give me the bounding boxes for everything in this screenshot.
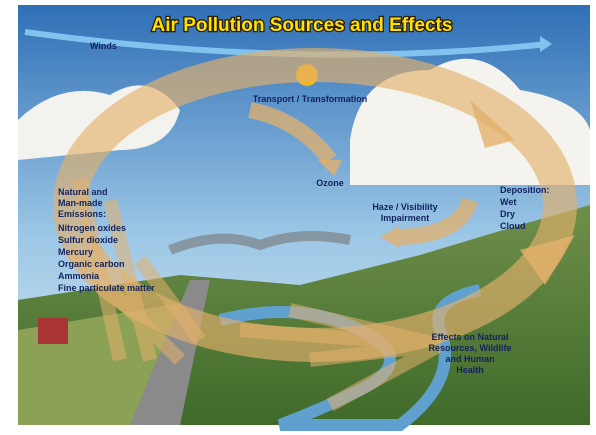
pollutant-label: Nitrogen oxides [58,223,126,233]
effects-label: and Human [445,354,494,364]
pollutant-label: Mercury [58,247,93,257]
pollutant-label: Sulfur dioxide [58,235,118,245]
emissions-label: Emissions: [58,209,106,219]
pollutant-label: Ammonia [58,271,100,281]
pollutant-label: Fine particulate matter [58,283,155,293]
title: Air Pollution Sources and Effects [152,15,453,36]
effects-label: Resources, Wildlife [429,343,512,353]
effects-label: Health [456,365,484,375]
emissions-label: Natural and [58,187,108,197]
deposition-label: Cloud [500,221,526,231]
page: {"title": "Air Pollution Sources and Eff… [0,0,596,435]
transport-label: Transport / Transformation [253,94,368,104]
diagram: Air Pollution Sources and Effects Winds … [0,0,596,435]
deposition-label: Wet [500,197,516,207]
deposition-label: Dry [500,209,515,219]
effects-label: Effects on Natural [431,332,508,342]
emissions-label: Man-made [58,198,103,208]
winds-label: Winds [90,41,117,51]
pollutant-label: Organic carbon [58,259,125,269]
haze-label: Impairment [381,213,430,223]
deposition-label: Deposition: [500,185,550,195]
ozone-label: Ozone [316,178,344,188]
haze-label: Haze / Visibility [372,202,437,212]
